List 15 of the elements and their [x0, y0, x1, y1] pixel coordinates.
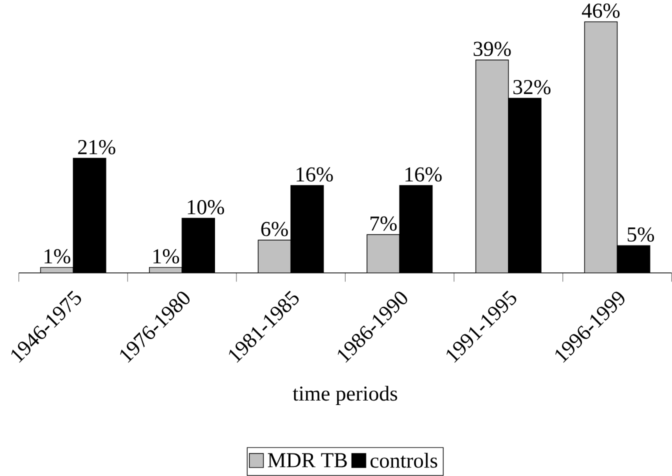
- data-label: 46%: [582, 4, 620, 18]
- data-label: 16%: [405, 167, 442, 182]
- legend-label: controls: [370, 452, 438, 468]
- data-label: 21%: [78, 140, 116, 154]
- legend-label: MDR TB: [268, 453, 347, 468]
- data-label: 32%: [513, 80, 550, 94]
- data-label: 10%: [188, 200, 224, 214]
- data-label: 1%: [44, 249, 70, 264]
- data-label: 7%: [370, 216, 397, 231]
- data-label: 5%: [628, 227, 654, 242]
- x-axis-title: time periods: [292, 386, 398, 406]
- data-label: 39%: [474, 42, 511, 56]
- data-label: 6%: [261, 222, 288, 236]
- data-label: 16%: [296, 167, 333, 182]
- data-label: 1%: [153, 249, 180, 264]
